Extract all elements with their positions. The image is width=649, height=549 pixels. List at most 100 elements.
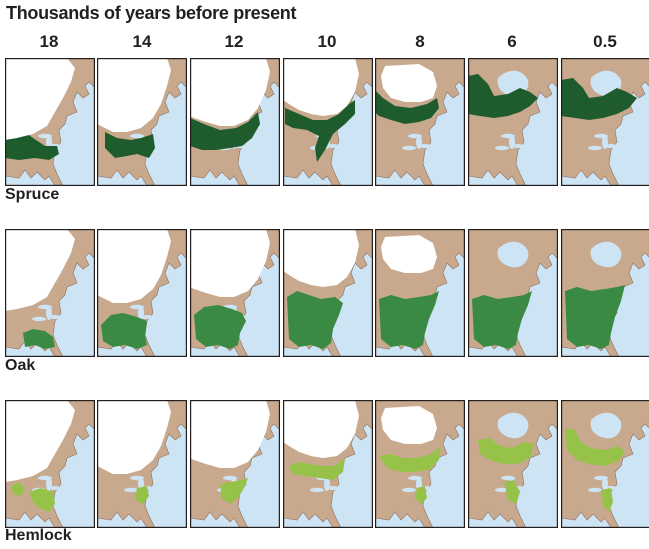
time-label-6: 6 (507, 32, 517, 51)
map-svg (97, 58, 187, 186)
row-label-spruce: Spruce (5, 186, 60, 203)
hemlock-map-8 (375, 400, 465, 528)
spruce-range (190, 112, 260, 150)
oak-range (23, 329, 55, 349)
oak-map-18 (5, 229, 95, 357)
oak-map-8 (375, 229, 465, 357)
oak-range (565, 285, 625, 349)
oak-map-10 (283, 229, 373, 357)
hemlock-range (289, 458, 345, 480)
hemlock-range (565, 428, 625, 512)
map-svg (375, 58, 465, 186)
map-frame (375, 400, 465, 528)
spruce-range (375, 90, 439, 124)
spruce-map-18 (5, 58, 95, 186)
map-svg (190, 58, 280, 186)
hemlock-range (135, 486, 149, 504)
time-label-8: 8 (415, 32, 425, 51)
spruce-range (285, 100, 355, 162)
map-frame (5, 229, 95, 357)
map-svg (283, 229, 373, 357)
oak-range (379, 291, 439, 349)
map-frame (190, 58, 280, 186)
map-svg (283, 400, 373, 528)
ice-sheet (283, 229, 359, 287)
map-frame (375, 58, 465, 186)
map-svg (190, 229, 280, 357)
time-label-18: 18 (39, 32, 59, 51)
map-svg (561, 58, 649, 186)
map-svg (97, 229, 187, 357)
ice-sheet (190, 229, 270, 297)
map-frame (97, 400, 187, 528)
oak-map-6 (468, 229, 558, 357)
map-svg (468, 229, 558, 357)
map-svg (5, 229, 95, 357)
map-svg (468, 58, 558, 186)
map-svg (5, 400, 95, 528)
ice-sheet (5, 229, 75, 311)
spruce-range (561, 78, 637, 120)
map-svg (190, 400, 280, 528)
hemlock-range (11, 482, 55, 512)
spruce-map-14 (97, 58, 187, 186)
ice-sheet (283, 400, 359, 458)
time-label-14: 14 (132, 32, 152, 51)
ice-sheet (190, 58, 270, 126)
hudson-bay (497, 412, 529, 439)
great-lakes (495, 133, 524, 151)
row-label-hemlock: Hemlock (5, 527, 72, 544)
oak-range (287, 291, 343, 349)
map-svg (375, 400, 465, 528)
time-label-12: 12 (224, 32, 244, 51)
ice-sheet (190, 400, 270, 468)
oak-map-0-5 (561, 229, 649, 357)
map-svg (468, 400, 558, 528)
map-frame (97, 58, 187, 186)
map-frame (468, 400, 558, 528)
hudson-bay (590, 412, 622, 439)
hemlock-map-12 (190, 400, 280, 528)
map-frame (5, 400, 95, 528)
map-svg (5, 58, 95, 186)
spruce-range (468, 74, 538, 118)
ice-sheet (381, 64, 437, 102)
spruce-range (105, 132, 155, 158)
great-lakes (588, 133, 617, 151)
hemlock-map-14 (97, 400, 187, 528)
ice-sheet (97, 58, 171, 132)
oak-range (194, 305, 246, 349)
row-label-oak: Oak (5, 357, 36, 374)
hemlock-map-18 (5, 400, 95, 528)
oak-map-14 (97, 229, 187, 357)
time-label-10: 10 (317, 32, 337, 51)
map-frame (561, 400, 649, 528)
ice-sheet (381, 406, 437, 444)
map-svg (561, 400, 649, 528)
map-frame (375, 229, 465, 357)
spruce-map-12 (190, 58, 280, 186)
map-frame (561, 229, 649, 357)
ice-sheet (5, 58, 75, 140)
hudson-bay (590, 70, 622, 97)
hemlock-range (478, 438, 534, 504)
map-frame (283, 229, 373, 357)
map-frame (283, 58, 373, 186)
ice-sheet (381, 235, 437, 273)
spruce-map-6 (468, 58, 558, 186)
spruce-map-0-5 (561, 58, 649, 186)
map-frame (283, 400, 373, 528)
hemlock-map-6 (468, 400, 558, 528)
map-frame (468, 58, 558, 186)
ice-sheet (97, 229, 171, 303)
hemlock-range (379, 446, 441, 504)
oak-map-12 (190, 229, 280, 357)
map-frame (190, 400, 280, 528)
hemlock-map-0-5 (561, 400, 649, 528)
figure-title: Thousands of years before present (6, 3, 297, 23)
ice-sheet (97, 400, 171, 474)
oak-range (472, 291, 532, 349)
hemlock-range (220, 478, 248, 504)
map-svg (97, 400, 187, 528)
great-lakes (32, 304, 61, 322)
